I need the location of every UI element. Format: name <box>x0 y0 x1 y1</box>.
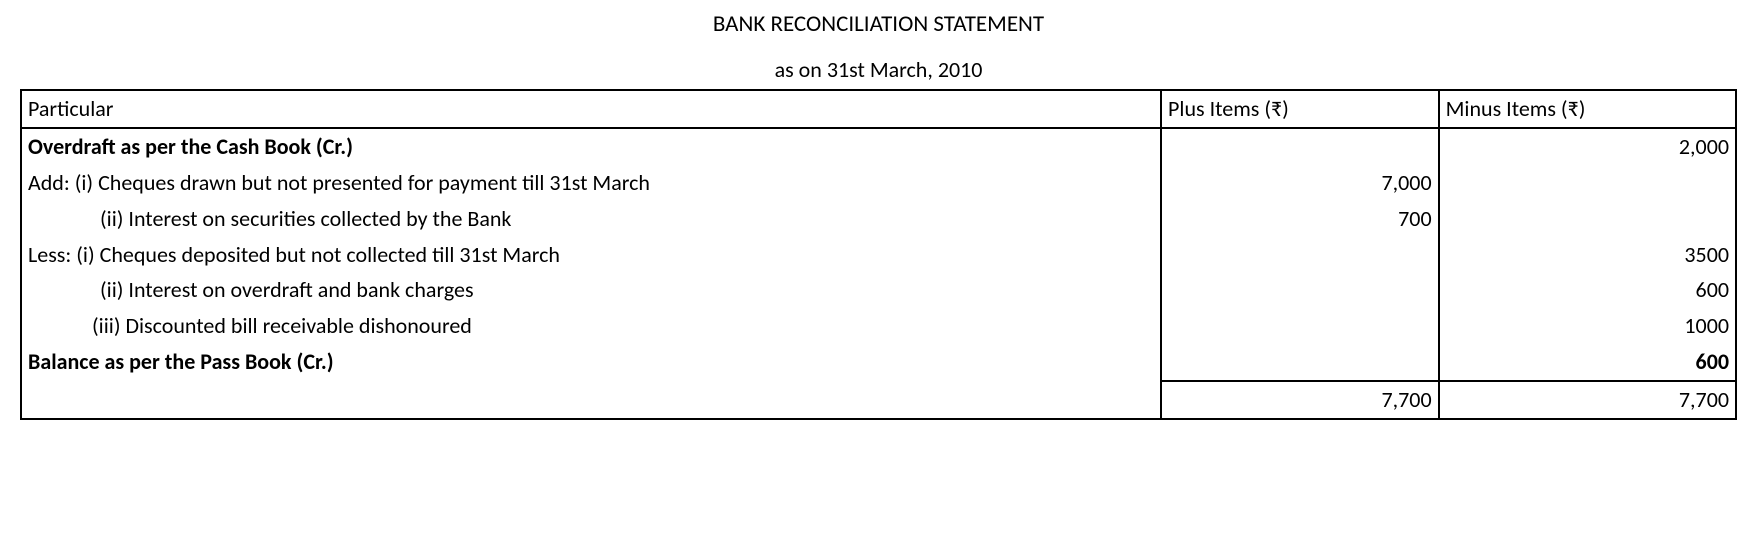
table-row: (ii) Interest on securities collected by… <box>21 201 1736 237</box>
totals-row: 7,7007,700 <box>21 381 1736 419</box>
particular-cell: (ii) Interest on securities collected by… <box>21 201 1161 237</box>
minus-cell: 600 <box>1439 344 1736 381</box>
particular-label: Add: (i) Cheques drawn but not presented… <box>28 169 650 196</box>
page-title: BANK RECONCILIATION STATEMENT <box>20 10 1737 38</box>
plus-cell <box>1161 308 1439 344</box>
particular-cell: (ii) Interest on overdraft and bank char… <box>21 272 1161 308</box>
table-row: Balance as per the Pass Book (Cr.) 600 <box>21 344 1736 381</box>
particular-label: (ii) Interest on securities collected by… <box>28 203 511 235</box>
particular-label: (iii) Discounted bill receivable dishono… <box>28 310 472 342</box>
totals-label-cell <box>21 381 1161 419</box>
table-row: (iii) Discounted bill receivable dishono… <box>21 308 1736 344</box>
table-row: Less: (i) Cheques deposited but not coll… <box>21 237 1736 273</box>
particular-label: Balance as per the Pass Book (Cr.) <box>28 348 334 375</box>
table-row: Overdraft as per the Cash Book (Cr.) 2,00… <box>21 128 1736 165</box>
plus-cell: 700 <box>1161 201 1439 237</box>
table-row: (ii) Interest on overdraft and bank char… <box>21 272 1736 308</box>
minus-cell: 2,000 <box>1439 128 1736 165</box>
col-header-particular: Particular <box>21 90 1161 128</box>
totals-plus: 7,700 <box>1161 381 1439 419</box>
minus-cell: 3500 <box>1439 237 1736 273</box>
plus-cell <box>1161 128 1439 165</box>
minus-cell: 600 <box>1439 272 1736 308</box>
particular-label: (ii) Interest on overdraft and bank char… <box>28 274 474 306</box>
particular-label: Overdraft as per the Cash Book (Cr.) <box>28 133 353 160</box>
table-row: Add: (i) Cheques drawn but not presented… <box>21 165 1736 201</box>
particular-label: Less: (i) Cheques deposited but not coll… <box>28 241 560 268</box>
particular-cell: Overdraft as per the Cash Book (Cr.) <box>21 128 1161 165</box>
particular-cell: Balance as per the Pass Book (Cr.) <box>21 344 1161 381</box>
page-subtitle: as on 31st March, 2010 <box>20 56 1737 83</box>
totals-minus: 7,700 <box>1439 381 1736 419</box>
particular-cell: (iii) Discounted bill receivable dishono… <box>21 308 1161 344</box>
minus-cell: 1000 <box>1439 308 1736 344</box>
plus-cell <box>1161 344 1439 381</box>
particular-cell: Add: (i) Cheques drawn but not presented… <box>21 165 1161 201</box>
table-header-row: Particular Plus Items (₹) Minus Items (₹… <box>21 90 1736 128</box>
plus-cell: 7,000 <box>1161 165 1439 201</box>
plus-cell <box>1161 272 1439 308</box>
minus-cell <box>1439 201 1736 237</box>
reconciliation-table: Particular Plus Items (₹) Minus Items (₹… <box>20 89 1737 420</box>
col-header-plus: Plus Items (₹) <box>1161 90 1439 128</box>
plus-cell <box>1161 237 1439 273</box>
col-header-minus: Minus Items (₹) <box>1439 90 1736 128</box>
minus-cell <box>1439 165 1736 201</box>
particular-cell: Less: (i) Cheques deposited but not coll… <box>21 237 1161 273</box>
